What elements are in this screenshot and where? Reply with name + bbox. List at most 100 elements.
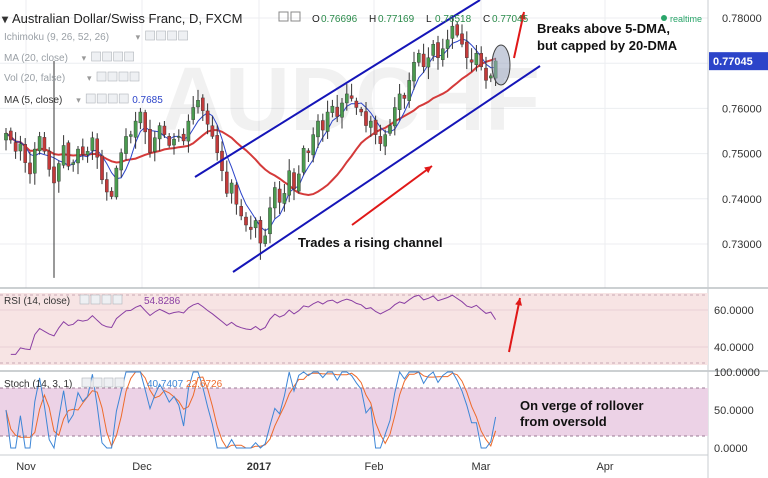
chart-header: ▾ Australian Dollar/Swiss Franc, D, FXCM…: [1, 11, 702, 106]
candle-body: [234, 184, 239, 205]
candle-body: [196, 100, 200, 108]
candle-body: [311, 134, 316, 156]
candle-body: [224, 171, 229, 194]
dropdown-arrow-icon: ▾: [87, 73, 92, 83]
legend-toggle-button: [178, 30, 188, 41]
candle-body: [152, 137, 157, 152]
candle-body: [143, 112, 148, 133]
annotation-arrows: [351, 11, 526, 353]
candle-body: [61, 145, 66, 166]
candle-body: [431, 44, 436, 56]
rsi-gridlines: [0, 294, 708, 364]
dropdown-arrow-icon: ▾: [82, 53, 87, 63]
ohlc-key: L: [426, 14, 432, 25]
legend-toggle-button: [156, 30, 166, 41]
legend-toggle-button: [81, 377, 92, 388]
ohlc-value: 0.76518: [435, 14, 472, 25]
candle-body: [157, 125, 162, 140]
settings-toggle-icon: [290, 11, 301, 22]
dropdown-arrow-icon: ▾: [76, 95, 81, 105]
legend-toggle-button: [145, 30, 155, 41]
realtime-dot-icon: [661, 15, 667, 21]
candle-body: [436, 42, 440, 58]
candle-body: [455, 24, 460, 36]
legend-toggle-button: [112, 294, 123, 305]
candle-body: [37, 136, 42, 152]
legend-toggle-button: [103, 377, 114, 388]
candle-body: [100, 155, 104, 181]
candle-body: [90, 137, 95, 151]
candle-body: [33, 148, 37, 174]
rsi-tick-label: 40.0000: [714, 342, 754, 354]
candle-body: [465, 41, 469, 58]
price-tick-label: 0.73000: [722, 239, 762, 251]
candle-body: [28, 162, 32, 175]
stoch-lines: [5, 370, 497, 450]
ohlc-readout: O 0.76696 H 0.77169 L 0.76518 C 0.77045: [278, 11, 529, 25]
time-tick-label: 2017: [247, 461, 271, 473]
candle-body: [167, 136, 172, 146]
candle-body: [57, 163, 61, 182]
current-price-badge: [709, 52, 768, 71]
stoch-legend-buttons: [81, 377, 125, 388]
ohlc-value: 0.77045: [492, 14, 529, 25]
candle-body: [191, 107, 196, 120]
candle-body: [176, 136, 181, 138]
stoch-axis: 100.0000 50.0000 0.0000: [714, 367, 760, 455]
candle-body: [258, 220, 263, 244]
candle-body: [484, 67, 488, 81]
legend-toggle-button: [101, 294, 112, 305]
ohlc-key: C: [483, 14, 490, 25]
candle-body: [407, 80, 412, 101]
legend-toggle-button: [114, 377, 125, 388]
candle-body: [287, 170, 292, 196]
candle-body: [489, 75, 493, 79]
candle-body: [148, 129, 152, 153]
legend-toggle-button: [118, 93, 129, 104]
legend-toggle-button: [91, 51, 101, 62]
candle-body: [104, 179, 109, 193]
ohlc-value: 0.77169: [378, 14, 415, 25]
time-axis: Nov Dec 2017 Feb Mar Apr: [0, 454, 708, 473]
rsi-path: [10, 294, 497, 355]
candle-body: [402, 94, 407, 99]
stoch-legend: Stoch (14, 3, 1) 40.7407 22.6726: [4, 377, 223, 390]
candle-body: [426, 57, 431, 68]
price-panel[interactable]: AUDCHF: [0, 0, 708, 288]
candle-body: [421, 53, 426, 68]
candle-body: [200, 97, 205, 111]
candle-body: [52, 166, 56, 184]
candle-body: [345, 93, 349, 104]
rollover-annotation-line2: from oversold: [520, 414, 607, 429]
candle-body: [109, 190, 114, 197]
stoch-d-value: 22.6726: [186, 379, 223, 390]
legend-toggle-button: [167, 30, 177, 41]
candle-body: [325, 111, 330, 132]
legend-toggle-button: [90, 294, 101, 305]
candle-body: [71, 162, 75, 165]
candle-body: [335, 106, 340, 117]
stoch-tick-label: 50.0000: [714, 405, 754, 417]
rsi-axis: 60.0000 40.0000: [714, 305, 754, 354]
price-panel-bg: [0, 0, 708, 288]
time-tick-label: Apr: [596, 461, 613, 473]
rsi-panel[interactable]: [0, 293, 708, 365]
candle-body: [397, 93, 402, 110]
collapse-arrow-icon[interactable]: ▾: [1, 12, 9, 26]
stoch-panel[interactable]: [0, 370, 708, 450]
candle-body: [359, 108, 364, 113]
stoch-tick-label: 0.0000: [714, 443, 748, 455]
candle-body: [253, 220, 258, 229]
candle-body: [383, 134, 388, 147]
candle-body: [244, 216, 248, 226]
time-tick-label: Dec: [132, 461, 152, 473]
ohlc-key: O: [312, 14, 320, 25]
candle-body: [239, 206, 244, 217]
candle-body: [133, 120, 138, 138]
legend-toggle-button: [107, 93, 118, 104]
candle-body: [479, 53, 484, 68]
candle-body: [248, 226, 253, 230]
candle-body: [330, 105, 335, 113]
legend-toggle-button: [96, 93, 107, 104]
